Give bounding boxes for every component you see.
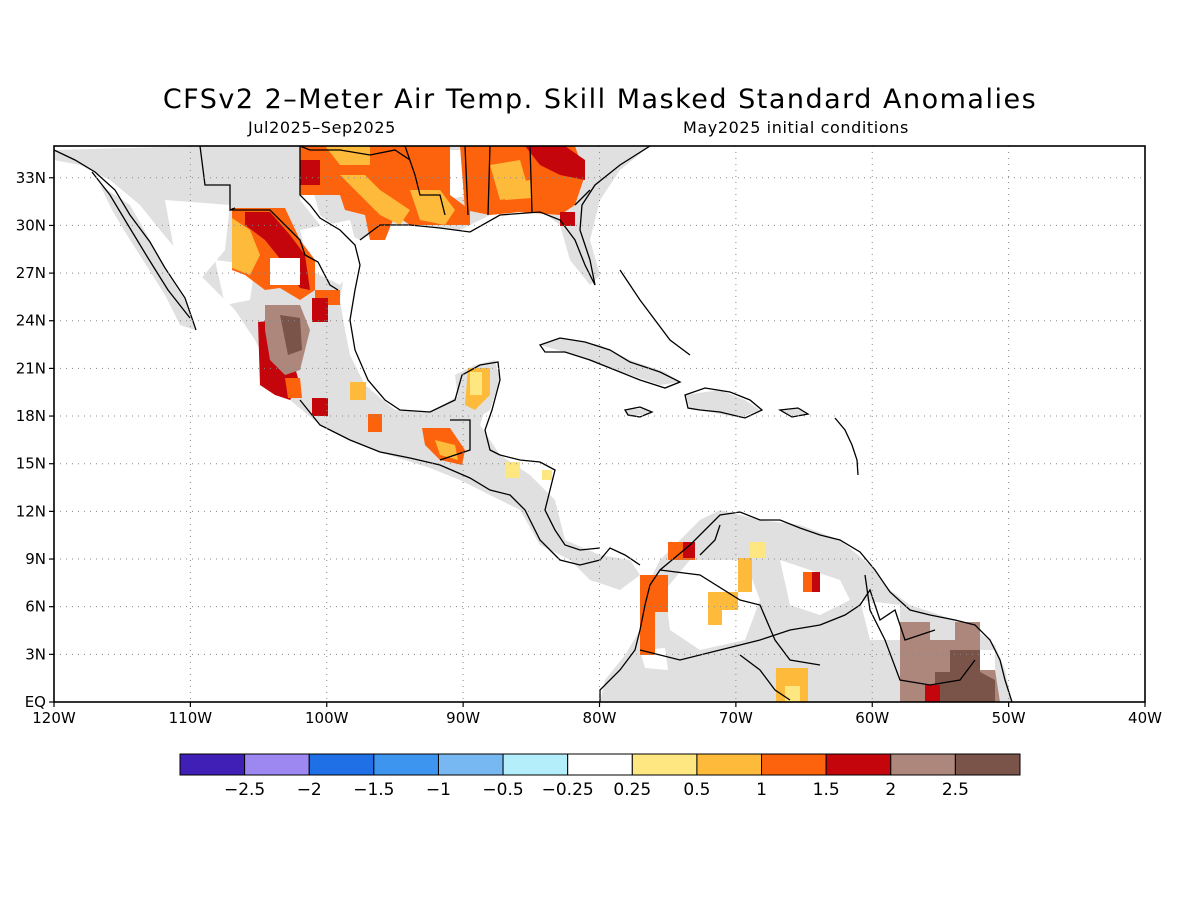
colorbar-swatch [631, 753, 698, 776]
axis-ticks: 120W 110W 100W 90W 80W 70W 60W 50W 40W EQ 3N 6N 9N 12… [16, 169, 1162, 727]
anomaly-cells [232, 146, 1000, 702]
colorbar-label: −1.5 [353, 780, 394, 800]
lon-label: 70W [719, 709, 753, 727]
lat-label: 12N [16, 502, 46, 520]
colorbar-label: −0.25 [542, 780, 594, 800]
colorbar-swatch [890, 753, 956, 776]
colorbar-swatch [179, 753, 246, 776]
lon-label: 110W [169, 709, 213, 727]
map-title: CFSv2 2–Meter Air Temp. Skill Masked Sta… [162, 84, 1038, 115]
colorbar-label: −1 [426, 780, 451, 800]
lat-label: EQ [25, 693, 46, 711]
lon-label: 40W [1128, 709, 1162, 727]
colorbar: −2.5 −2 −1.5 −1 −0.5 −0.25 0.25 0.5 1 1.5 2 2.5 [179, 753, 1021, 800]
lat-label: 9N [25, 550, 46, 568]
lat-label: 3N [25, 645, 46, 663]
colorbar-label: −2.5 [224, 780, 265, 800]
colorbar-swatch [761, 753, 827, 776]
colorbar-swatch [954, 753, 1021, 776]
lat-label: 27N [16, 264, 46, 282]
colorbar-swatch [502, 753, 569, 776]
lat-label: 33N [16, 169, 46, 187]
colorbar-label: −0.5 [482, 780, 523, 800]
colorbar-swatch [567, 753, 633, 776]
map-layer [54, 146, 1013, 702]
colorbar-label: 1 [756, 780, 767, 800]
colorbar-label: 0.5 [683, 780, 710, 800]
lon-label: 80W [583, 709, 617, 727]
lat-label: 30N [16, 216, 46, 234]
colorbar-label: 2.5 [942, 780, 969, 800]
lon-label: 100W [305, 709, 349, 727]
colorbar-swatch [308, 753, 375, 776]
lon-label: 60W [855, 709, 889, 727]
lat-label: 24N [16, 312, 46, 330]
initial-conditions: May2025 initial conditions [683, 118, 909, 137]
lon-label: 50W [992, 709, 1026, 727]
colorbar-swatch [373, 753, 439, 776]
coastlines-borders [54, 146, 1013, 702]
colorbar-swatch [825, 753, 892, 776]
colorbar-label: 0.25 [613, 780, 651, 800]
lon-label: 120W [32, 709, 76, 727]
colorbar-label: −2 [297, 780, 322, 800]
lat-label: 18N [16, 407, 46, 425]
lat-label: 6N [25, 598, 46, 616]
lon-label: 90W [446, 709, 480, 727]
colorbar-label: 1.5 [813, 780, 840, 800]
lat-label: 15N [16, 455, 46, 473]
lat-label: 21N [16, 359, 46, 377]
colorbar-swatch [696, 753, 763, 776]
colorbar-label: 2 [885, 780, 896, 800]
colorbar-swatch [437, 753, 504, 776]
valid-period: Jul2025–Sep2025 [248, 118, 396, 137]
colorbar-swatch [244, 753, 310, 776]
